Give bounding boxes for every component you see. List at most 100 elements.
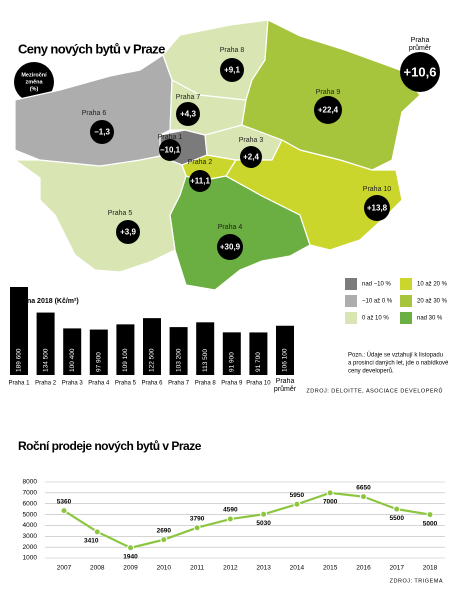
average-name: Praha průměr (408, 37, 432, 52)
point (426, 511, 434, 519)
bar-category: Praha 10 (246, 381, 271, 387)
source: ZDROJ: TRIGEMA (390, 578, 443, 584)
point (326, 489, 334, 497)
bar-value-label: 106 100 (282, 348, 289, 372)
bar-category: Praha 7 (168, 381, 190, 387)
bar-title: Cena 2018 (Kč/m²) (18, 298, 79, 305)
x-tick-label: 2011 (190, 565, 204, 572)
note: a prosinci daných let, jde o nabídkové (348, 361, 449, 367)
value-label: −10,1 (160, 146, 181, 155)
point-label: 2690 (157, 527, 172, 534)
note: ceny developerů. (348, 368, 394, 375)
bar-category: Praha 3 (62, 381, 84, 387)
point-label: 5000 (423, 520, 438, 527)
bar (89, 329, 108, 375)
district-name: Praha 8 (220, 47, 245, 54)
bar-value-label: 109 100 (122, 348, 129, 372)
value-badge (220, 58, 244, 82)
value-label: +2,4 (243, 153, 259, 162)
average-badge (400, 52, 440, 92)
y-tick-label: 3000 (23, 533, 38, 540)
bar (276, 325, 294, 375)
value-badge (189, 170, 211, 192)
legend-swatch (400, 278, 412, 290)
bar-category: Praha 9 (221, 381, 243, 387)
average-label: +10,6 (404, 64, 437, 79)
point (359, 493, 367, 501)
bar-value-label: 100 400 (69, 348, 76, 372)
x-tick-label: 2012 (223, 565, 238, 572)
point-label: 5030 (256, 520, 271, 527)
bar (116, 324, 135, 375)
x-tick-label: 2007 (57, 565, 72, 572)
bar (222, 332, 241, 375)
point-label: 4590 (223, 507, 238, 514)
bar-category-box: Praha průměr (273, 378, 297, 393)
bar-category: Praha průměr (273, 378, 297, 393)
point (260, 510, 268, 518)
value-badge (240, 146, 262, 168)
y-tick-label: 7000 (23, 490, 38, 497)
point (393, 505, 401, 513)
legend-label: −10 až 0 % (362, 299, 393, 305)
legend-label: 0 až 10 % (362, 316, 389, 322)
district (14, 54, 173, 167)
legend-title: Meziroční (21, 72, 47, 78)
bar-value-label: 122 500 (149, 348, 156, 372)
average-name-box: Praha průměr (408, 37, 432, 52)
bar-value-label: 91 700 (255, 352, 262, 372)
point-label: 1940 (123, 554, 138, 561)
value-label: −1,3 (94, 128, 110, 137)
point (127, 544, 135, 552)
bar (169, 327, 188, 375)
legend-swatch (400, 295, 412, 307)
legend-swatch (400, 312, 412, 324)
value-badge (217, 234, 243, 260)
note: Pozn.: Údaje se vztahují k listopadu (348, 352, 443, 359)
value-label: +4,3 (180, 110, 196, 119)
x-tick-label: 2008 (90, 565, 105, 572)
value-badge (364, 195, 390, 221)
x-tick-label: 2016 (356, 565, 371, 572)
map-title: Ceny nových bytů v Praze (18, 41, 165, 56)
bar-category: Praha 2 (35, 381, 57, 387)
district (225, 139, 403, 251)
bar (36, 312, 55, 375)
point (226, 515, 234, 523)
point-label: 5500 (389, 515, 404, 522)
y-tick-label: 2000 (23, 544, 38, 551)
value-label: +3,9 (120, 228, 136, 237)
point-label: 5360 (57, 498, 72, 505)
value-label: +9,1 (224, 66, 240, 75)
x-tick-label: 2017 (389, 565, 404, 572)
point (60, 507, 68, 515)
legend-title-badge (14, 62, 54, 102)
district-name: Praha 4 (218, 224, 243, 231)
value-label: +13,8 (367, 204, 388, 213)
value-label: +11,1 (190, 177, 210, 186)
bar-value-label: 134 500 (42, 348, 49, 372)
x-tick-label: 2010 (157, 565, 172, 572)
district-name: Praha 5 (108, 210, 133, 217)
value-badge (90, 120, 114, 144)
district-name: Praha 7 (176, 94, 201, 101)
bar-value-label: 103 200 (175, 348, 182, 372)
source: ZDROJ: DELOITTE, ASOCIACE DEVELOPERŮ (306, 387, 443, 394)
legend-title: změna (25, 79, 43, 85)
bar-value-label: 91 900 (229, 352, 236, 372)
district-name: Praha 1 (158, 134, 183, 141)
value-badge (314, 96, 342, 124)
legend-swatch (345, 312, 357, 324)
value-label: +22,4 (318, 106, 339, 115)
x-tick-label: 2009 (123, 565, 138, 572)
x-tick-label: 2018 (423, 565, 438, 572)
bar (196, 322, 215, 375)
district-name: Praha 10 (363, 186, 392, 193)
point (293, 500, 301, 508)
x-tick-label: 2013 (256, 565, 271, 572)
point (193, 524, 201, 532)
y-tick-label: 1000 (23, 555, 38, 562)
point-label: 7000 (323, 499, 338, 506)
value-badge (176, 102, 200, 126)
